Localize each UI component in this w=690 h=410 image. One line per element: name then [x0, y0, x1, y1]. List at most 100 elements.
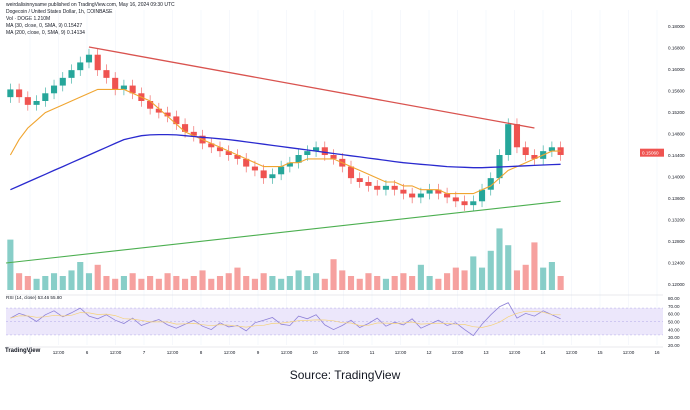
candle-body [304, 151, 311, 155]
candle-body [400, 189, 407, 194]
candle-body [129, 85, 136, 94]
time-tick-label: 8 [200, 350, 203, 355]
volume-bar [496, 228, 503, 290]
time-tick-label: 7 [143, 350, 146, 355]
volume-bar [417, 264, 424, 290]
volume-bar [470, 256, 477, 290]
time-tick-label: 12:00 [395, 350, 407, 355]
time-tick-label: 5 [29, 350, 32, 355]
volume-bar [452, 267, 459, 290]
price-tick-label: 0.14000 [668, 175, 685, 180]
price-tick-label: 0.13600 [668, 196, 685, 201]
time-tick-label: 9 [257, 350, 260, 355]
candle-body [374, 185, 381, 190]
volume-bar [7, 239, 14, 290]
volume-bar [330, 259, 337, 290]
volume-bar [112, 278, 119, 290]
rsi-tick-label: 40.00 [668, 327, 680, 332]
volume-bar [68, 270, 75, 290]
volume-bar [382, 278, 390, 290]
price-tick-label: 0.13200 [668, 218, 685, 223]
candle-body [409, 193, 416, 198]
candle-body [347, 166, 355, 179]
price-tick-label: 0.12400 [668, 261, 685, 266]
time-tick-label: 12:00 [566, 350, 578, 355]
volume-bar [548, 262, 555, 290]
candle-body [452, 197, 459, 202]
volume-bar [304, 276, 311, 290]
candle-body [234, 155, 241, 159]
time-tick-label: 13 [483, 350, 489, 355]
volume-bar [444, 273, 451, 290]
candle-body [444, 193, 451, 198]
volume-bar [103, 276, 110, 290]
volume-bar [50, 273, 58, 290]
candle-body [321, 147, 328, 155]
price-tick-label: 0.15200 [668, 110, 685, 115]
volume-bar [181, 278, 189, 290]
volume-bar [16, 273, 23, 290]
time-tick-label: 12:00 [224, 350, 236, 355]
volume-bar [478, 267, 486, 290]
volume-bar [409, 276, 416, 290]
ma200-line [10, 133, 561, 191]
price-tick-label: 0.15600 [668, 89, 685, 94]
volume-bar [85, 273, 93, 290]
volume-bar [24, 276, 31, 290]
volume-bar [339, 270, 346, 290]
volume-bar [391, 276, 398, 290]
time-tick-label: 12:00 [167, 350, 179, 355]
candle-body [33, 101, 40, 105]
time-tick-label: 12 [426, 350, 432, 355]
rsi-tick-label: 80.00 [668, 296, 680, 301]
candle-body [243, 158, 250, 167]
candle-body [435, 189, 442, 194]
candle-body [461, 201, 468, 206]
candle-body [77, 62, 84, 71]
volume-bar [321, 278, 328, 290]
volume-bar [365, 273, 372, 290]
candle-body [313, 147, 320, 152]
candle-body [382, 185, 390, 190]
volume-bar [147, 276, 154, 290]
volume-bar [426, 276, 433, 290]
ma30-line [9, 88, 561, 195]
volume-bar [400, 273, 407, 290]
candle-body [557, 147, 564, 155]
candle-body [50, 85, 58, 94]
time-tick-label: 12:00 [281, 350, 293, 355]
volume-bar [313, 273, 320, 290]
candle-body [260, 170, 267, 179]
candle-body [59, 77, 66, 86]
price-tick-label: 0.12800 [668, 239, 685, 244]
volume-bar [225, 273, 232, 290]
candle-body [147, 101, 154, 109]
candle-body [356, 178, 363, 182]
candle-body [216, 147, 224, 152]
time-tick-label: 12:00 [452, 350, 464, 355]
resistance-trendline [88, 46, 535, 129]
candle-body [286, 162, 293, 167]
rsi-tick-label: 70.00 [668, 304, 680, 309]
volume-bar [435, 278, 442, 290]
current-price-tag [640, 148, 664, 157]
volume-bar [347, 276, 355, 290]
time-tick-label: 12:00 [53, 350, 65, 355]
price-tick-label: 0.14800 [668, 132, 685, 137]
candle-body [190, 131, 197, 136]
volume-bar [295, 270, 302, 290]
candle-body [505, 124, 512, 155]
tradingview-logo: TradingView [5, 348, 41, 354]
volume-bar [190, 276, 197, 290]
price-tick-label: 0.14400 [668, 153, 685, 158]
time-tick-label: 10 [312, 350, 318, 355]
candle-body [548, 147, 555, 152]
candle-body [42, 93, 49, 101]
price-chart[interactable]: 0.18000 0.16800 0.16000 0.15600 0.15200 0.148… [0, 0, 690, 360]
ma30-legend: MA (30, close, 0, SMA, 9) 0.15427 [6, 23, 83, 29]
candle-body [208, 143, 215, 148]
volume-bar [374, 276, 381, 290]
volume-bar [513, 270, 521, 290]
volume-legend: Vol · DOGE 1.210M [6, 16, 51, 22]
candle-body [426, 189, 433, 194]
